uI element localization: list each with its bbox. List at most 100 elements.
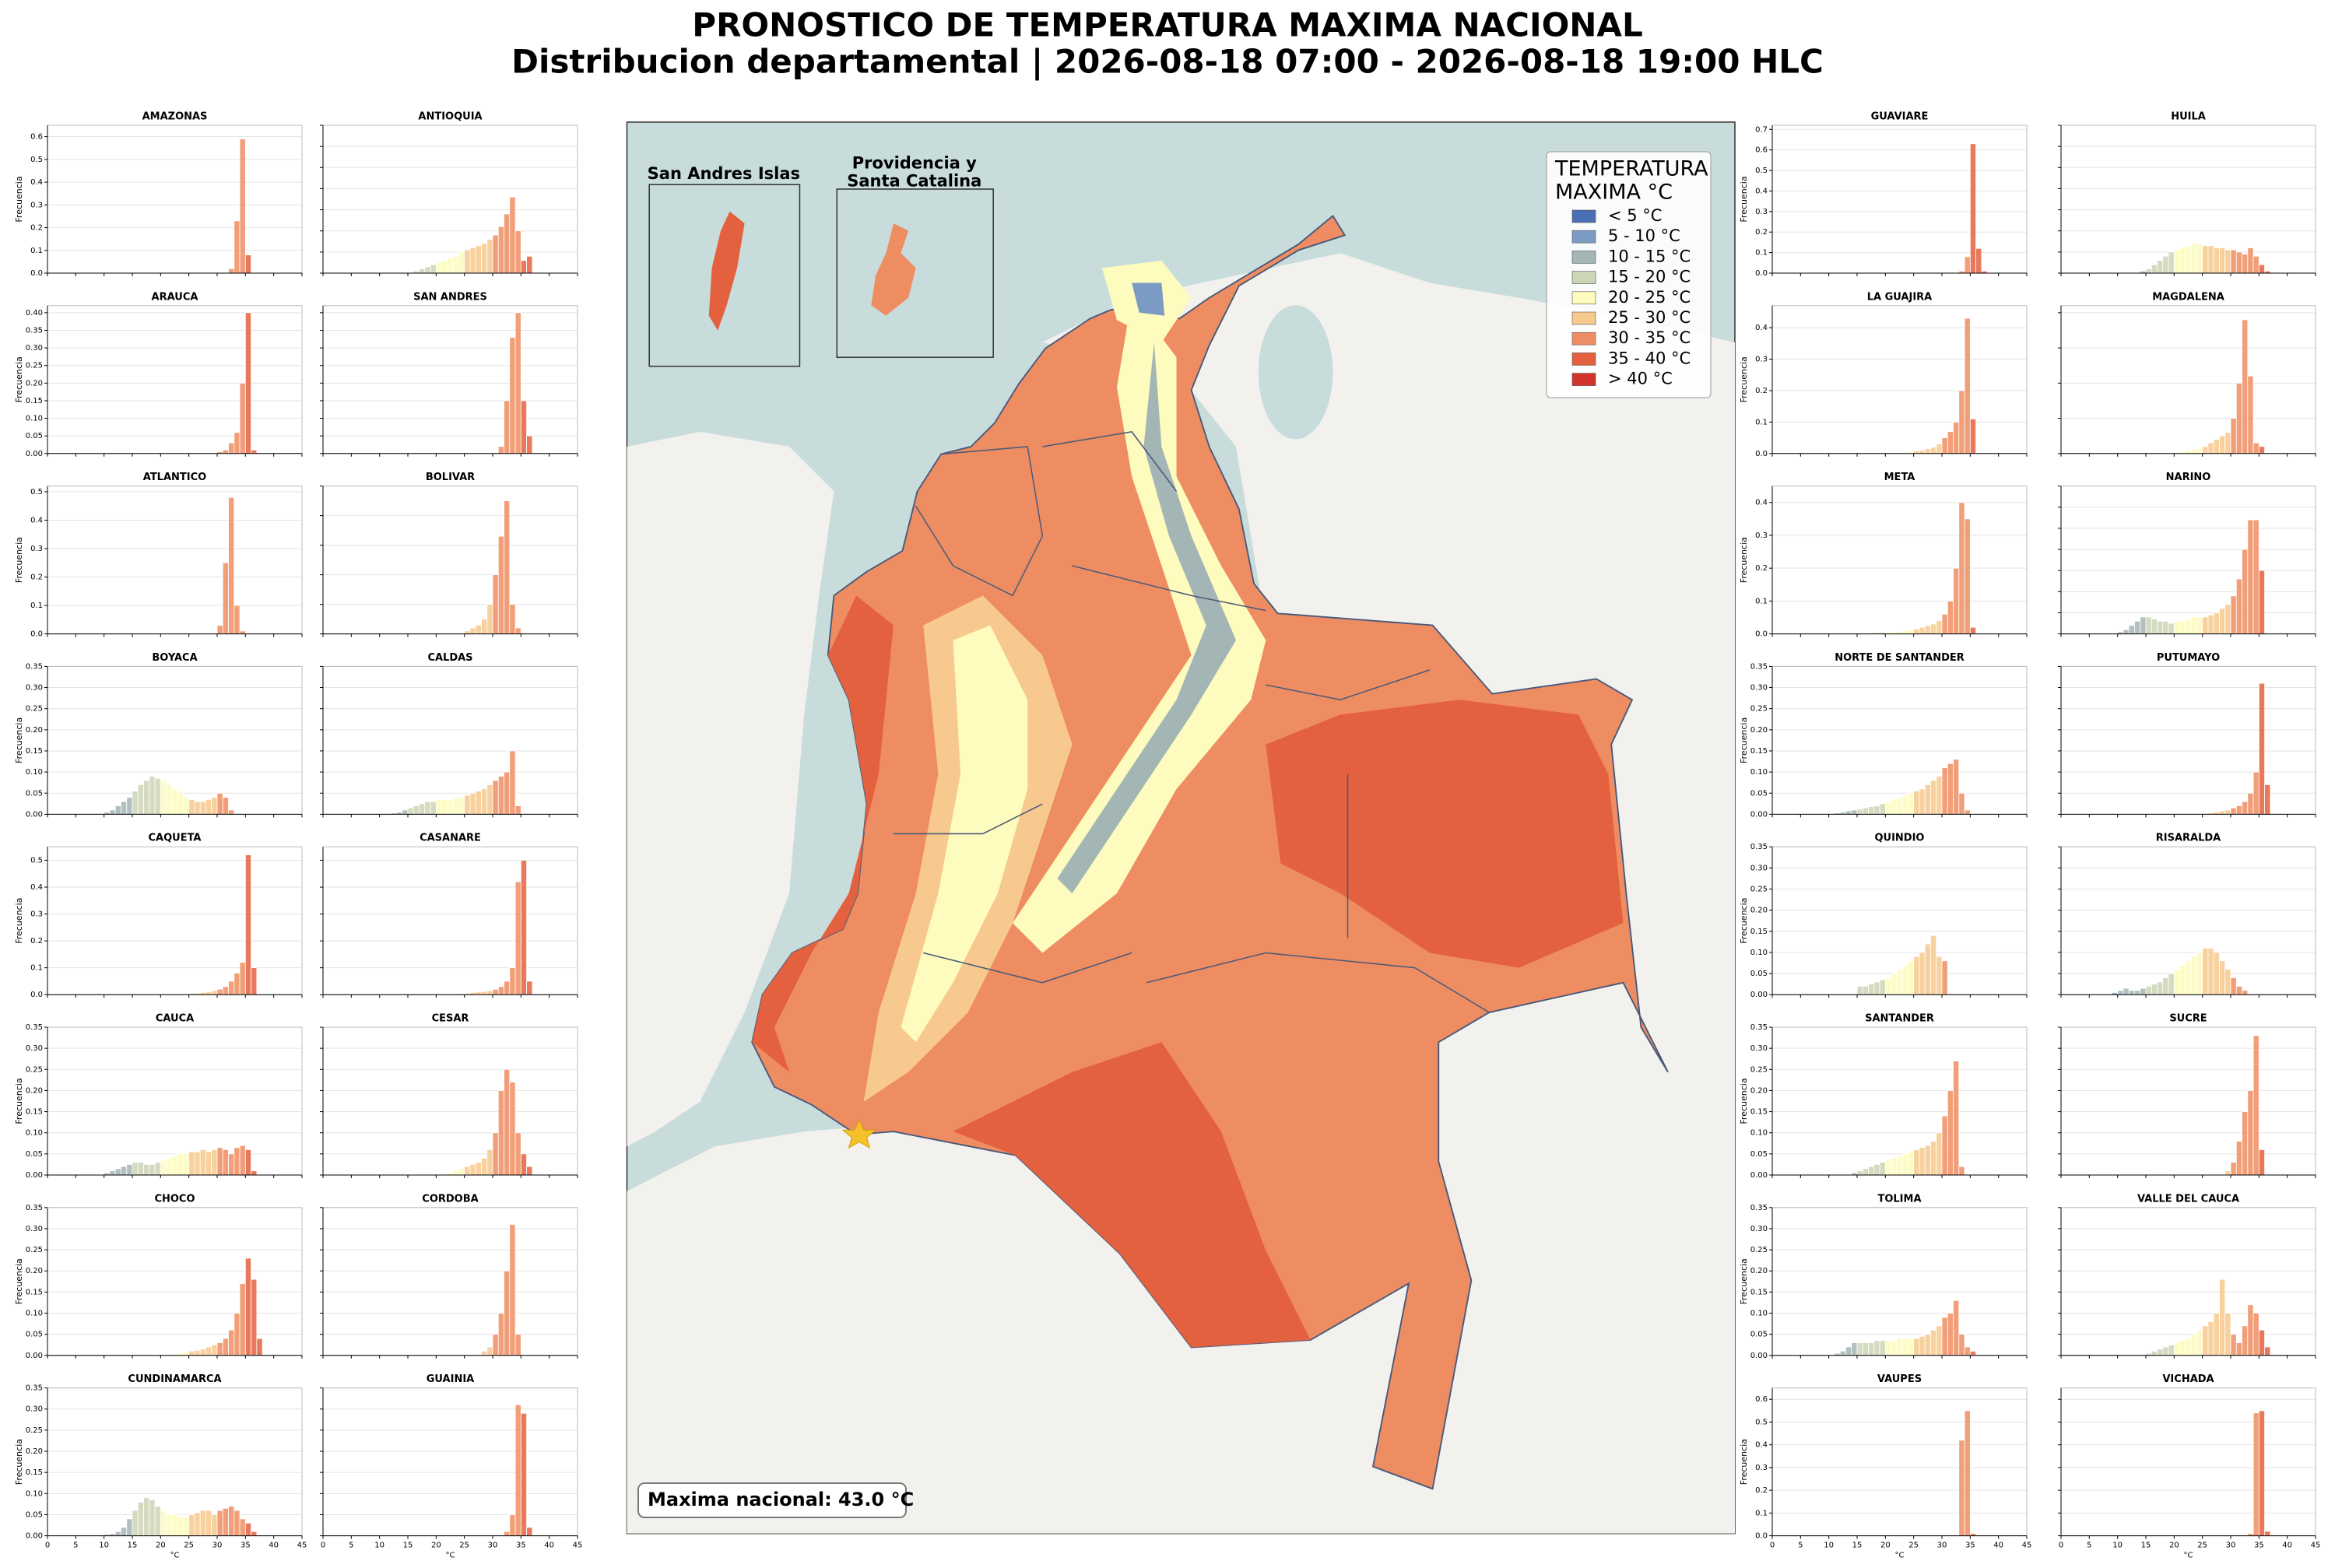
x-tick-label: 40 [1993,1542,2003,1550]
bar [486,604,493,634]
bar [1919,626,1926,635]
bar [1969,626,1976,635]
panel-title: CESAR [432,1013,469,1025]
bar [1884,801,1891,815]
bar [520,860,527,995]
bar [452,255,459,274]
bar [1896,1156,1903,1176]
bar [2252,771,2260,815]
y-tick-label: 0.25 [26,1246,43,1254]
bar [2224,604,2231,634]
y-tick-label: 0.0 [30,269,43,278]
bar [182,1153,190,1176]
legend-swatch [1571,209,1596,223]
bar [2157,1349,2164,1356]
x-tick-label: 0 [321,1542,325,1550]
y-tick-label: 0.2 [1755,387,1768,395]
bar [469,247,476,274]
legend-label: < 5 °C [1608,206,1662,225]
bar [2258,264,2265,274]
y-axis-label: Frecuencia [14,356,24,402]
x-tick-label: 45 [297,1542,307,1550]
bar [216,988,223,995]
bar [2179,620,2186,634]
y-tick-label: 0.4 [1755,187,1768,195]
y-tick-label: 0.20 [26,379,43,388]
bar [430,264,437,274]
bar [447,799,454,815]
y-tick-label: 0.00 [26,1171,43,1180]
bar [504,1270,511,1356]
bar [504,400,511,454]
x-tick-label: 40 [2282,1542,2292,1550]
bar [2224,249,2231,274]
bar [2235,985,2242,995]
bar [2235,578,2242,634]
plot-frame [1771,665,2028,815]
x-tick-label: 30 [2226,1542,2236,1550]
y-tick-label: 0.1 [1755,418,1768,426]
bar [211,990,218,995]
panel-title: SANTANDER [1865,1013,1934,1025]
bar [2185,449,2192,454]
bar [1879,803,1886,815]
bar [1953,567,1960,635]
bar [1896,797,1903,815]
bar [497,1313,504,1356]
bar [2162,255,2169,274]
bar [1924,1334,1931,1356]
bar [1958,390,1965,454]
bar [2230,418,2237,454]
bar [1901,795,1908,815]
panel-title: QUINDIO [1874,833,1924,844]
bar [469,627,476,634]
bar [1919,450,1926,454]
x-tick-label: 35 [516,1542,526,1550]
bar [504,500,511,634]
legend-label: > 40 °C [1608,370,1673,388]
y-tick-label: 0.0 [1755,1532,1768,1541]
bar [2242,319,2249,454]
bar [2230,807,2237,815]
bar [1964,809,1971,815]
y-tick-label: 0.20 [26,1086,43,1095]
x-tick-label: 20 [431,1542,441,1550]
y-tick-label: 0.30 [26,1044,43,1053]
bar [1930,935,1937,995]
x-tick-label: 35 [1965,1542,1975,1550]
legend-title: TEMPERATURA [1554,157,1708,181]
bar [2162,1346,2169,1356]
bar [244,1149,252,1176]
bar [1891,973,1898,995]
bar [143,1497,150,1536]
bar [228,1329,235,1356]
bar [137,1162,144,1176]
bar [509,750,516,815]
bar [199,1510,206,1536]
bar [1958,1440,1965,1537]
y-tick-label: 0.25 [1750,1246,1768,1254]
bar [121,1166,128,1176]
land-south-america [627,253,1735,1534]
bar [2213,439,2220,454]
bar [2185,960,2192,995]
bar [234,432,241,454]
y-tick-label: 0.35 [26,326,43,335]
bar [228,496,235,635]
bar [2207,442,2214,454]
bar [2247,1304,2254,1356]
bar [481,788,488,815]
bar [2219,960,2226,995]
bar [114,1168,121,1176]
bar [228,1506,235,1536]
bar [1907,960,1915,995]
bar [1947,431,1954,454]
bar [1964,256,1971,274]
y-tick-label: 0.20 [1750,907,1768,915]
y-tick-label: 0.5 [30,488,43,496]
x-tick-label: 40 [544,1542,554,1550]
y-tick-label: 0.20 [1750,726,1768,735]
bar [1901,964,1908,995]
bar [1884,977,1891,995]
bar [2252,1313,2260,1356]
